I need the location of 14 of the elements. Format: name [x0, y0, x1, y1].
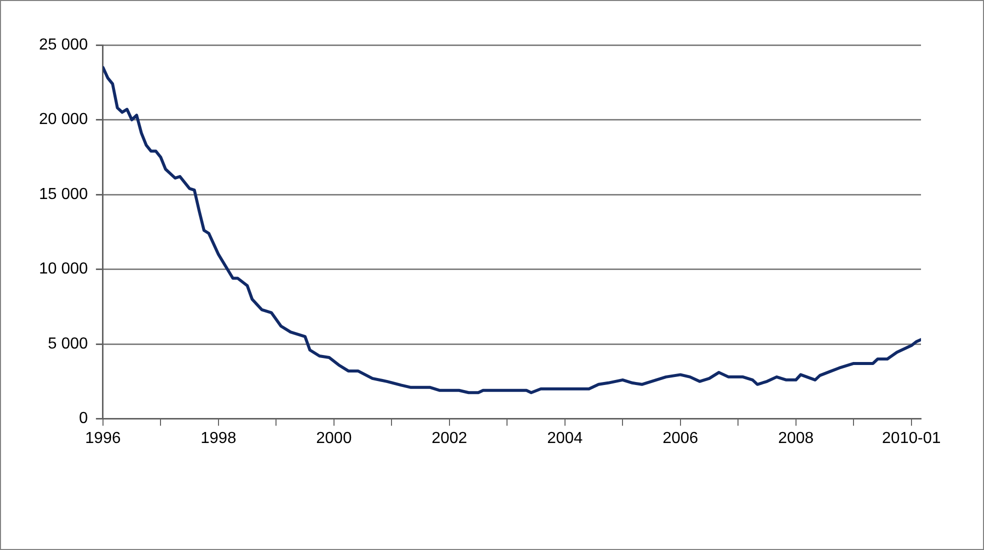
y-tick-label: 0	[79, 410, 88, 428]
y-tick-label: 10 000	[39, 260, 88, 278]
x-tick-label: 1998	[200, 430, 236, 447]
y-tick-label: 15 000	[39, 186, 88, 203]
x-tick-label: 2008	[778, 430, 814, 447]
x-tick-label: 2000	[316, 430, 352, 447]
y-tick-label: 25 000	[39, 36, 88, 54]
x-tick-label: 1996	[85, 430, 121, 447]
y-tick-label: 5 000	[48, 335, 88, 352]
x-tick-label: 2006	[662, 430, 698, 447]
x-tick-label: 2010-01	[882, 430, 941, 447]
y-tick-label: 20 000	[39, 111, 88, 128]
x-tick-label: 2002	[432, 430, 468, 447]
x-tick-label: 2004	[547, 430, 583, 447]
